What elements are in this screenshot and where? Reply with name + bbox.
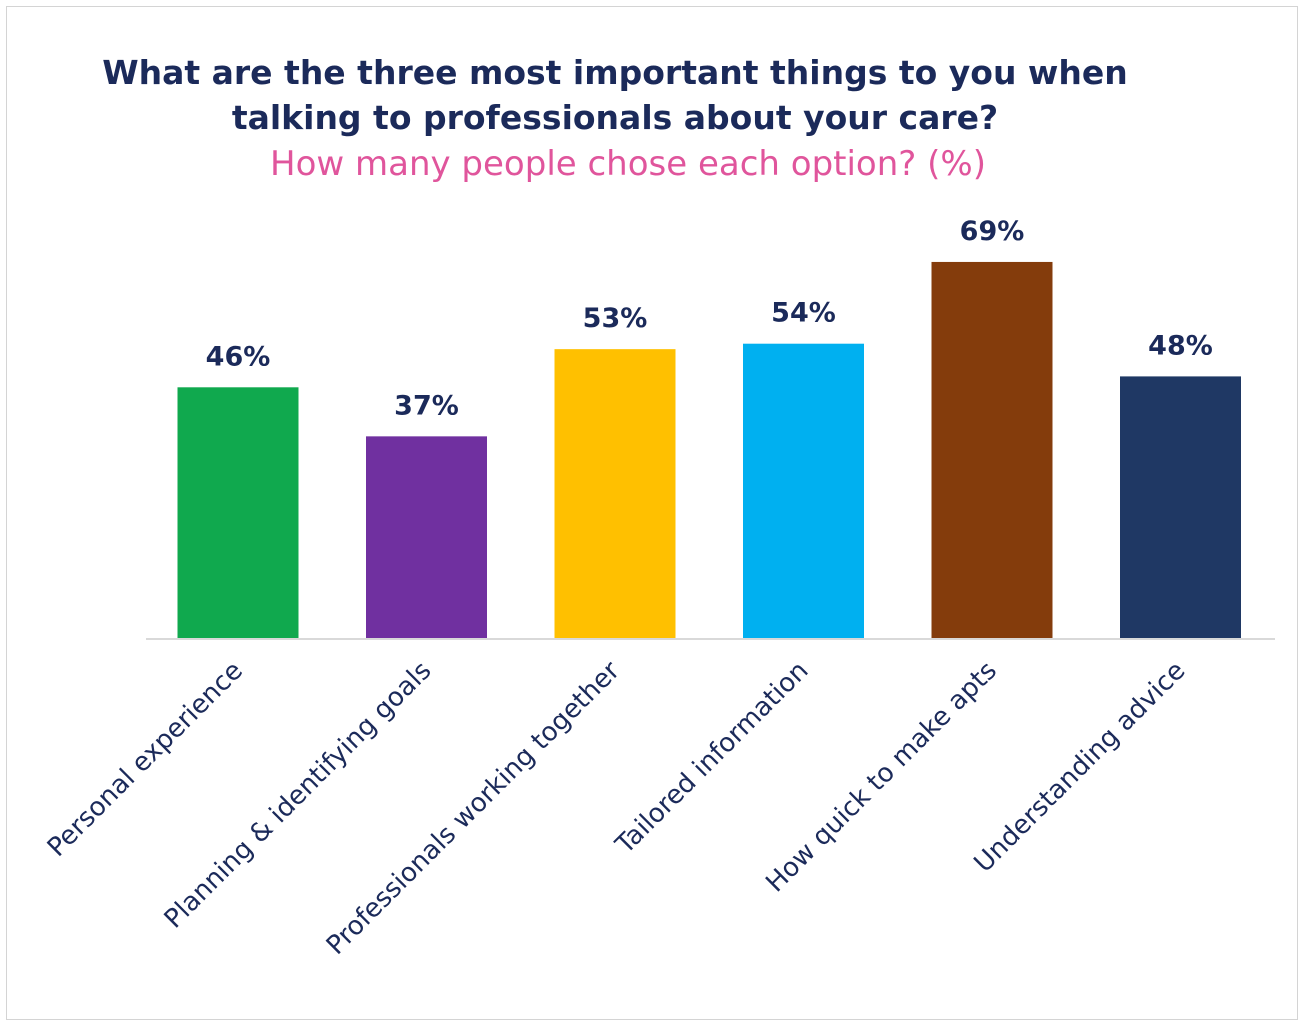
chart-title-line2: talking to professionals about your care…	[231, 98, 999, 137]
bar-professionals-working-together	[554, 349, 676, 638]
value-label-professionals-working-together: 53%	[583, 303, 648, 334]
chart-title-line1: What are the three most important things…	[102, 53, 1128, 92]
category-label-tailored-information: Tailored information	[610, 656, 815, 861]
bar-how-quick-to-make-apts	[931, 261, 1053, 638]
category-label-personal-experience: Personal experience	[42, 656, 249, 863]
value-label-personal-experience: 46%	[206, 341, 271, 372]
value-label-how-quick-to-make-apts: 69%	[960, 216, 1025, 247]
category-label-professionals-working-together: Professionals working together	[321, 656, 626, 961]
bars-group	[177, 261, 1241, 638]
bar-understanding-advice	[1120, 376, 1241, 638]
chart-subtitle: How many people chose each option? (%)	[270, 144, 986, 184]
value-label-understanding-advice: 48%	[1148, 330, 1213, 361]
value-label-planning-and-identifying-goals: 37%	[394, 390, 459, 421]
bar-tailored-information	[743, 343, 864, 638]
bar-planning-and-identifying-goals	[366, 436, 487, 638]
chart-title: What are the three most important things…	[0, 50, 1230, 140]
bar-personal-experience	[177, 387, 299, 638]
value-label-tailored-information: 54%	[771, 298, 836, 329]
value-labels-group: 46% 37% 53% 54% 69% 48%	[206, 216, 1213, 421]
category-label-understanding-advice: Understanding advice	[969, 656, 1192, 879]
